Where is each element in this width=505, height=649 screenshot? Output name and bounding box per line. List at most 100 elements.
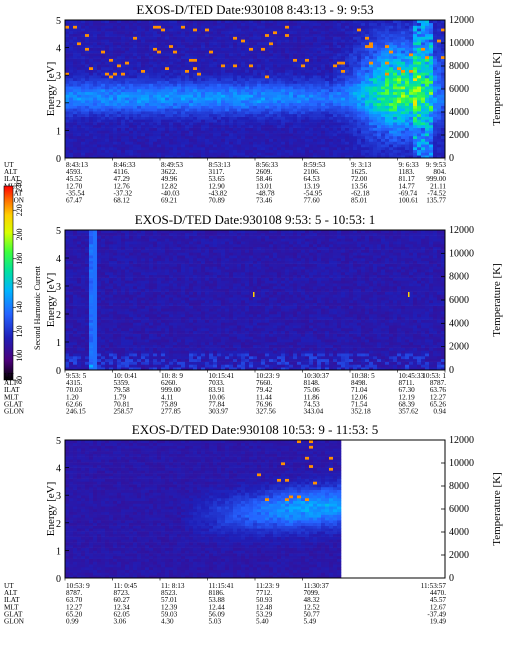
spectrogram-cell (209, 42, 214, 46)
spectrogram-cell (157, 113, 162, 117)
spectrogram-cell (269, 20, 274, 24)
spectrogram-cell (69, 155, 74, 159)
spectrogram-cell (345, 20, 350, 24)
spectrogram-cell (197, 152, 202, 156)
spectrogram-cell (429, 72, 434, 76)
spectrogram-cell (361, 83, 366, 87)
spectrogram-cell (265, 102, 270, 106)
spectrogram-cell (161, 138, 166, 142)
spectrogram-cell (245, 66, 250, 70)
spectrogram-cell (157, 36, 162, 40)
spectrogram-cell (157, 138, 162, 142)
spectrogram-cell (389, 144, 394, 148)
spectrogram-cell (405, 100, 410, 104)
spectrogram-cell (213, 66, 218, 70)
spectrogram-cell (301, 66, 306, 70)
spectrogram-cell (217, 116, 222, 120)
spectrogram-cell (305, 116, 310, 120)
spectrogram-cell (101, 89, 106, 93)
spectrogram-cell (161, 124, 166, 128)
spectrogram-cell (153, 53, 158, 57)
spectrogram-cell (209, 144, 214, 148)
spectrogram-cell (65, 149, 70, 153)
spectrogram-cell (117, 47, 122, 51)
spectrogram-cell (149, 89, 154, 93)
spectrogram-cell (397, 108, 402, 112)
spectrogram-cell (285, 130, 290, 134)
spectrogram-cell (269, 155, 274, 159)
spectrogram-cell (285, 138, 290, 142)
spectrogram-cell (153, 119, 158, 123)
ephemeris-value: -48.78 (256, 189, 275, 197)
spectrogram-cell (333, 127, 338, 131)
spectrogram-cell (121, 72, 126, 76)
spectrogram-cell (201, 64, 206, 68)
spectrogram-cell (245, 141, 250, 145)
spectrogram-cell (425, 80, 430, 84)
spectrogram-cell (425, 83, 430, 87)
spectrogram-cell (357, 77, 362, 82)
spectrogram-cell (297, 113, 302, 117)
spectrogram-cell (73, 133, 78, 137)
spectrogram-cell (257, 116, 262, 120)
spectrogram-cell (389, 31, 394, 35)
spectrogram-cell (69, 272, 74, 276)
spectrogram-cell (77, 44, 82, 48)
spectrogram-cell (369, 64, 374, 68)
spectrogram-cell (109, 47, 114, 51)
spectrogram-cell (153, 64, 158, 68)
spectrogram-cell (297, 33, 302, 37)
spectrogram-cell (341, 124, 346, 128)
spectrogram-cell (441, 86, 446, 90)
spectrogram-cell (301, 102, 306, 106)
spectrogram-cell (77, 33, 82, 37)
spectrogram-cell (361, 36, 366, 40)
spectrogram-cell (205, 108, 210, 112)
spectrogram-cell (101, 138, 106, 142)
spectrogram-cell (217, 42, 222, 46)
spectrogram-cell (197, 111, 202, 115)
spectrogram-cell (201, 100, 206, 104)
spectrogram-cell (97, 44, 102, 48)
spectrogram-cell (337, 25, 342, 29)
spectrogram-cell (349, 25, 354, 29)
spectrogram-cell (261, 66, 266, 70)
colorbar-tick-label: 240 (15, 180, 24, 192)
spectrogram-cell (213, 133, 218, 137)
spectrogram-cell (349, 66, 354, 70)
spectrogram-cell (285, 155, 290, 159)
spectrogram-cell (65, 235, 70, 239)
spectrogram-cell (241, 144, 246, 148)
spectrogram-cell (197, 22, 202, 26)
spectrogram-cell (249, 102, 254, 106)
ephemeris-value: -43.82 (209, 189, 228, 197)
spectrogram-cell (341, 89, 346, 93)
spectrogram-cell (345, 127, 350, 131)
spectrogram-cell (121, 119, 126, 123)
spectrogram-cell (433, 39, 438, 43)
spectrogram-cell (377, 105, 382, 109)
spectrogram-cell (341, 133, 346, 137)
spectrogram-cell (153, 124, 158, 128)
spectrogram-cell (97, 116, 102, 120)
spectrogram-cell (301, 149, 306, 153)
spectrogram-cell (261, 28, 266, 32)
spectrogram-cell (273, 149, 278, 153)
spectrogram-cell (285, 100, 290, 104)
spectrogram-cell (205, 47, 210, 51)
spectrogram-cell (305, 75, 310, 79)
spectrogram-cell (177, 111, 182, 115)
spectrogram-cell (413, 39, 418, 43)
spectrogram-cell (169, 89, 174, 93)
spectrogram-cell (277, 50, 282, 54)
spectrogram-cell (161, 50, 166, 54)
spectrogram-cell (425, 135, 430, 139)
spectrogram-cell (429, 77, 434, 82)
spectrogram-cell (317, 116, 322, 120)
spectrogram-cell (149, 28, 154, 32)
spectrogram-cell (297, 53, 302, 57)
spectrogram-cell (153, 36, 158, 40)
spectrogram-cell (229, 130, 234, 134)
spectrogram-cell (181, 64, 186, 68)
spectrogram-cell (101, 86, 106, 90)
